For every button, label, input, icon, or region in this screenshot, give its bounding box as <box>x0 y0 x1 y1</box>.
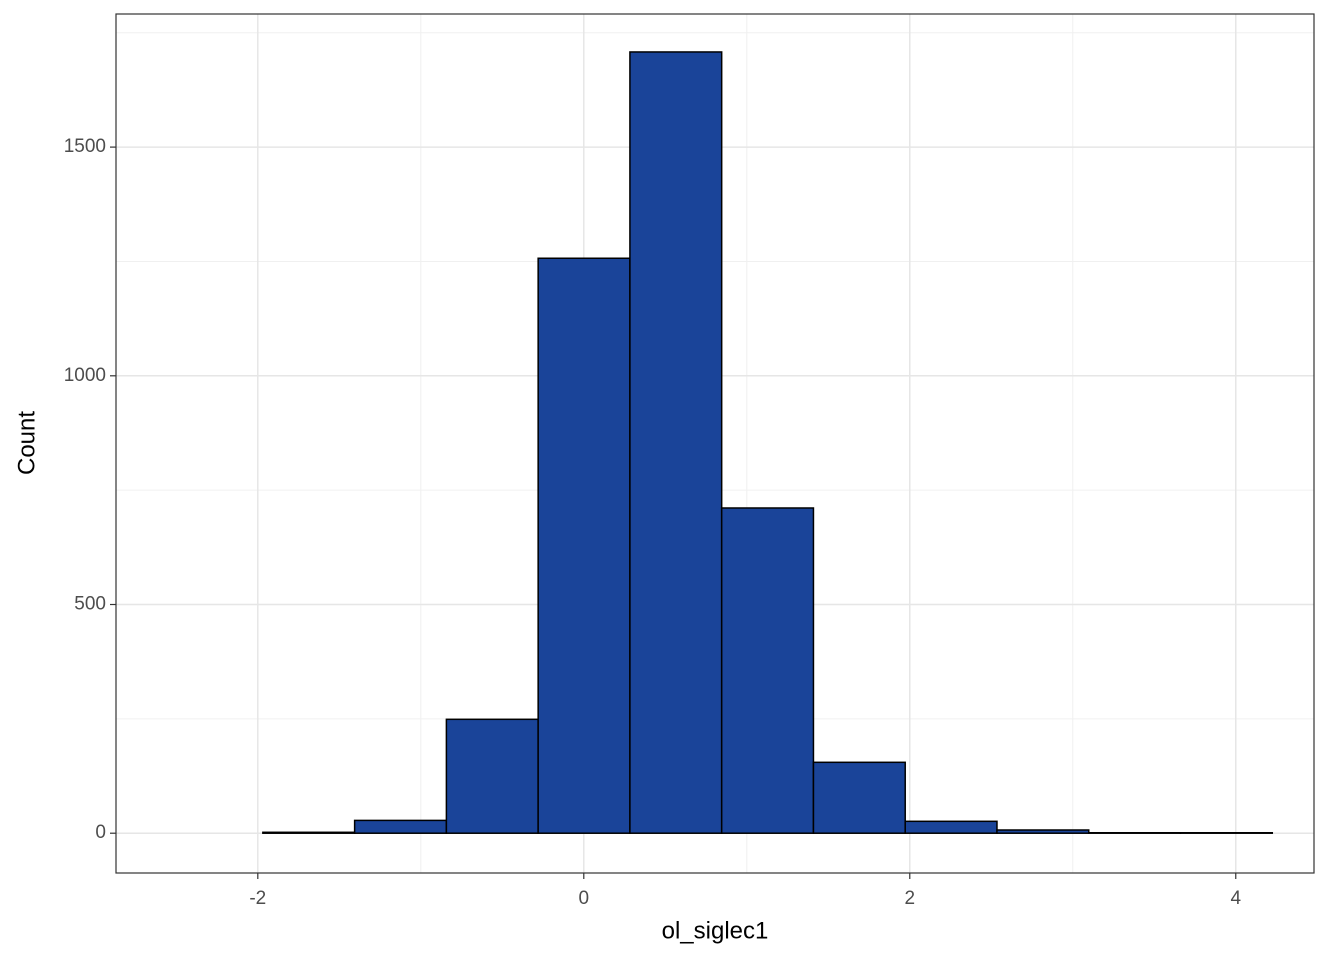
bars <box>262 51 1274 834</box>
panel-border <box>115 13 1315 874</box>
bar <box>353 819 448 834</box>
x-axis-title: ol_siglec1 <box>662 917 769 944</box>
bar <box>629 51 723 834</box>
bar <box>996 829 1090 834</box>
bar <box>720 507 815 834</box>
y-axis-title: Count <box>13 411 40 475</box>
y-tick-label: 0 <box>95 822 106 843</box>
bar <box>445 718 539 834</box>
x-tick-label: 0 <box>579 888 590 909</box>
bar <box>904 820 998 834</box>
x-tick-label: 4 <box>1230 888 1241 909</box>
y-tick-label: 500 <box>74 594 106 615</box>
x-tick-label: 2 <box>904 888 915 909</box>
y-tick-label: 1000 <box>64 365 106 386</box>
bar <box>537 257 631 834</box>
x-tick-label: -2 <box>249 888 266 909</box>
y-tick-label: 1500 <box>64 136 106 157</box>
bar <box>262 831 356 834</box>
bar <box>812 761 906 834</box>
